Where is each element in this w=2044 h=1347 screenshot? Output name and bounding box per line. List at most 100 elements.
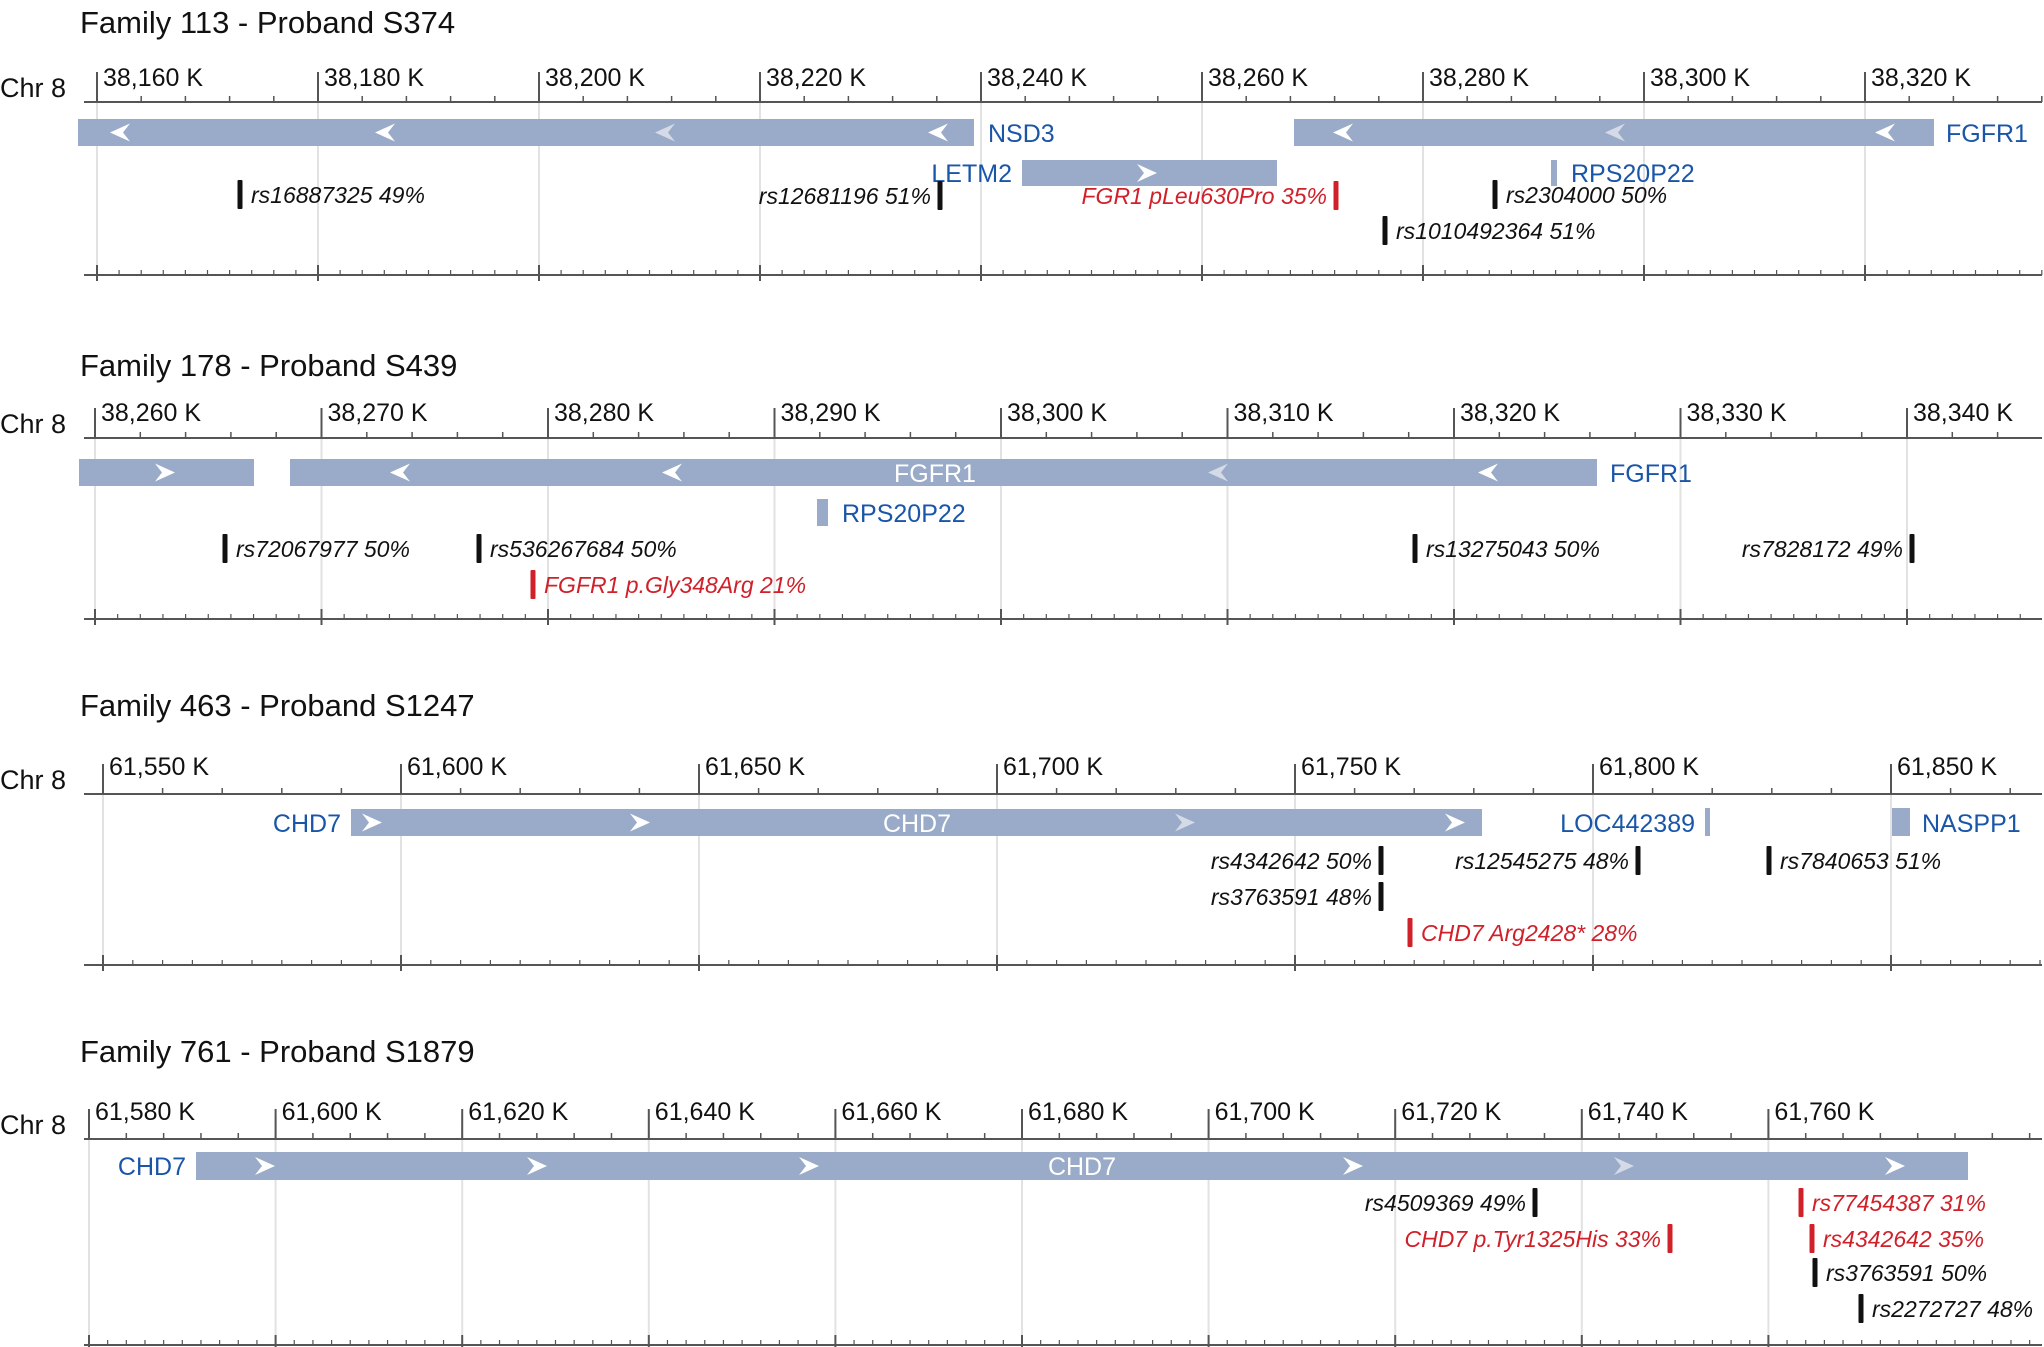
variant-tick[interactable] xyxy=(1378,846,1384,875)
gene-feature[interactable]: FGFR1 xyxy=(1294,119,2028,148)
variant-label: rs4342642 50% xyxy=(1211,848,1372,874)
variant-tick[interactable] xyxy=(1798,1188,1804,1217)
chromosome-label: Chr 8 xyxy=(0,73,66,103)
variant-label: rs7828172 49% xyxy=(1742,536,1903,562)
variant-tick[interactable] xyxy=(1382,216,1388,245)
tick-label: 61,800 K xyxy=(1599,753,1699,781)
gene-feature[interactable]: FGFR1 xyxy=(894,460,976,488)
tick-label: 61,640 K xyxy=(655,1098,755,1126)
variant-marker[interactable]: rs72067977 50% xyxy=(222,534,410,563)
variant-marker[interactable]: rs12545275 48% xyxy=(1455,846,1641,875)
variant-marker[interactable]: rs2272727 48% xyxy=(1858,1294,2034,1323)
variant-marker[interactable]: rs7840653 51% xyxy=(1766,846,1942,875)
variant-marker[interactable]: rs4509369 49% xyxy=(1365,1188,1538,1217)
tick-label: 38,300 K xyxy=(1650,64,1750,92)
variant-tick[interactable] xyxy=(476,534,482,563)
strand-arrow-icon xyxy=(1343,1157,1363,1175)
gene-feature[interactable]: CHD7 xyxy=(1048,1153,1116,1181)
gene-label: CHD7 xyxy=(883,810,951,838)
gene-feature[interactable] xyxy=(290,459,1597,486)
variant-tick[interactable] xyxy=(1909,534,1915,563)
gene-feature[interactable]: CHD7 xyxy=(883,810,951,838)
gene-feature[interactable]: NASPP1 xyxy=(1892,808,2021,838)
variant-tick[interactable] xyxy=(1412,534,1418,563)
variant-tick[interactable] xyxy=(1667,1224,1673,1253)
gene-bar[interactable] xyxy=(351,809,1482,836)
highlighted-variant[interactable]: CHD7 Arg2428* 28% xyxy=(1407,918,1638,947)
tick-label: 61,580 K xyxy=(95,1098,195,1126)
variant-tick[interactable] xyxy=(530,570,536,599)
variant-tick[interactable] xyxy=(1809,1224,1815,1253)
tick-label: 61,680 K xyxy=(1028,1098,1128,1126)
strand-arrow-icon xyxy=(1445,813,1465,832)
variant-tick[interactable] xyxy=(222,534,228,563)
variant-tick[interactable] xyxy=(1333,181,1339,210)
variant-tick[interactable] xyxy=(937,181,943,210)
gene-feature[interactable]: RPS20P22 xyxy=(1551,160,1695,188)
variant-tick[interactable] xyxy=(1378,882,1384,911)
variant-tick[interactable] xyxy=(1407,918,1413,947)
variant-tick[interactable] xyxy=(1858,1294,1864,1323)
tick-label: 38,200 K xyxy=(545,64,645,92)
gene-feature[interactable] xyxy=(79,459,254,486)
gene-feature[interactable]: CHD7 xyxy=(273,809,1482,838)
tick-label: 38,280 K xyxy=(554,399,654,427)
panel-title: Family 761 - Proband S1879 xyxy=(80,1034,475,1069)
variant-marker[interactable]: rs4342642 50% xyxy=(1211,846,1384,875)
variant-marker[interactable]: rs536267684 50% xyxy=(476,534,677,563)
variant-tick[interactable] xyxy=(237,180,243,209)
tick-label: 61,600 K xyxy=(407,753,507,781)
variant-tick[interactable] xyxy=(1812,1258,1818,1287)
gene-feature[interactable]: LETM2 xyxy=(931,160,1277,188)
tick-label: 61,700 K xyxy=(1003,753,1103,781)
variant-tick[interactable] xyxy=(1635,846,1641,875)
variant-marker[interactable]: rs3763591 48% xyxy=(1211,882,1384,911)
variant-tick[interactable] xyxy=(1766,846,1772,875)
strand-arrow-icon xyxy=(799,1157,819,1175)
variant-label: rs4342642 35% xyxy=(1823,1226,1984,1252)
strand-arrow-icon xyxy=(655,123,675,142)
gene-bar[interactable] xyxy=(1705,808,1710,836)
variant-marker[interactable]: rs16887325 49% xyxy=(237,180,425,209)
gene-feature[interactable]: RPS20P22 xyxy=(817,499,966,528)
tick-label: 38,260 K xyxy=(101,399,201,427)
track-panel-3: Family 463 - Proband S1247 Chr 8 61,550 K 6… xyxy=(0,688,2042,971)
variant-label: rs4509369 49% xyxy=(1365,1190,1526,1216)
gene-feature[interactable]: NSD3 xyxy=(78,119,1055,148)
gene-bar[interactable] xyxy=(817,499,828,526)
variant-marker[interactable]: rs7828172 49% xyxy=(1742,534,1915,563)
variant-label: rs1010492364 51% xyxy=(1396,218,1596,244)
gene-bar[interactable] xyxy=(1551,160,1557,186)
gene-bar[interactable] xyxy=(290,459,1597,486)
gene-feature[interactable]: CHD7 xyxy=(118,1152,1968,1181)
gene-label: LOC442389 xyxy=(1560,810,1695,838)
variant-label: CHD7 p.Tyr1325His 33% xyxy=(1404,1226,1661,1252)
gene-feature[interactable]: LOC442389 xyxy=(1560,808,1710,838)
highlighted-variant[interactable]: CHD7 p.Tyr1325His 33% xyxy=(1404,1224,1673,1253)
tick-label: 38,340 K xyxy=(1913,399,2013,427)
strand-arrow-icon xyxy=(1208,463,1228,482)
gene-label: RPS20P22 xyxy=(1571,160,1695,188)
variant-tick[interactable] xyxy=(1532,1188,1538,1217)
panel-title: Family 178 - Proband S439 xyxy=(80,348,457,383)
variant-marker[interactable]: rs12681196 51% xyxy=(759,181,943,210)
highlighted-variant[interactable]: FGFR1 p.Gly348Arg 21% xyxy=(530,570,807,599)
gene-label: FGFR1 xyxy=(894,460,976,488)
highlighted-variant[interactable]: rs77454387 31% xyxy=(1798,1188,1986,1217)
variant-marker[interactable]: rs3763591 50% xyxy=(1812,1258,1988,1287)
gene-bar[interactable] xyxy=(1892,808,1910,836)
gene-label: NASPP1 xyxy=(1922,810,2021,838)
variant-marker[interactable]: rs1010492364 51% xyxy=(1382,216,1596,245)
highlighted-variant[interactable]: rs4342642 35% xyxy=(1809,1224,1985,1253)
gene-label: RPS20P22 xyxy=(842,500,966,528)
variant-marker[interactable]: rs13275043 50% xyxy=(1412,534,1600,563)
variant-marker[interactable]: rs2304000 50% xyxy=(1492,180,1668,209)
strand-arrow-icon xyxy=(1137,164,1157,182)
variant-tick[interactable] xyxy=(1492,180,1498,209)
tick-label: 38,310 K xyxy=(1234,399,1334,427)
variant-label: rs72067977 50% xyxy=(236,536,410,562)
highlighted-variant[interactable]: FGR1 pLeu630Pro 35% xyxy=(1082,181,1339,210)
gene-bar[interactable] xyxy=(78,119,974,146)
strand-arrow-icon xyxy=(362,813,382,832)
gene-bar[interactable] xyxy=(196,1152,1968,1180)
